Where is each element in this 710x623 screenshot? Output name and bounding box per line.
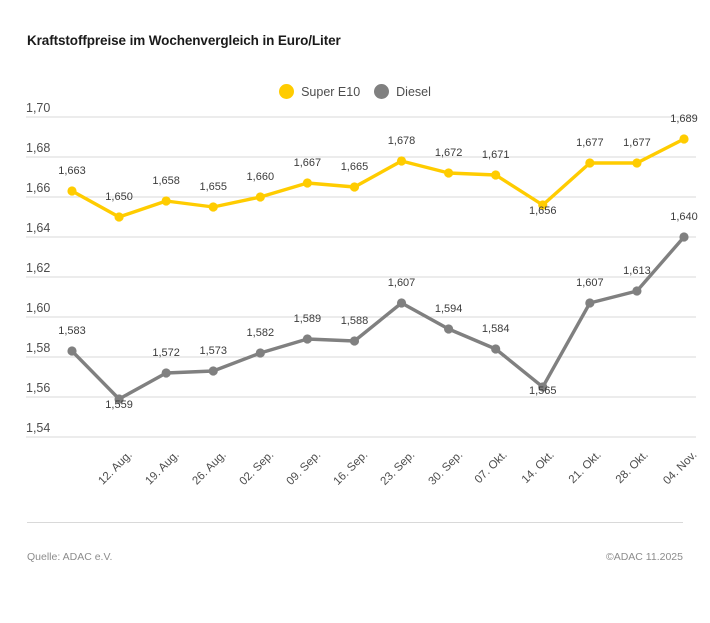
data-point-label-diesel: 1,607 [576, 277, 604, 289]
data-point-diesel[interactable] [585, 298, 595, 308]
y-axis-tick-label: 1,62 [26, 261, 51, 275]
data-point-super-e10[interactable] [491, 170, 501, 180]
data-point-label-diesel: 1,583 [58, 325, 86, 337]
series-line-super-e10 [70, 137, 686, 219]
data-point-label-diesel: 1,572 [152, 347, 180, 359]
source-note: Quelle: ADAC e.V. [27, 551, 113, 563]
data-point-label-diesel: 1,582 [246, 327, 275, 339]
data-point-diesel[interactable] [161, 368, 171, 378]
page-title: Kraftstoffpreise im Wochenvergleich in E… [27, 33, 341, 48]
data-point-super-e10[interactable] [208, 202, 218, 212]
y-axis-tick-label: 1,58 [26, 341, 51, 355]
data-point-label-super-e10: 1,656 [529, 205, 557, 217]
data-point-super-e10[interactable] [349, 182, 360, 192]
y-axis-tick-label: 1,64 [26, 221, 51, 235]
data-point-super-e10[interactable] [255, 192, 265, 202]
data-point-label-diesel: 1,594 [434, 303, 463, 315]
data-point-label-super-e10: 1,655 [199, 181, 227, 193]
data-point-label-super-e10: 1,677 [576, 137, 604, 149]
y-axis-tick-label: 1,56 [26, 381, 51, 395]
data-point-diesel[interactable] [114, 394, 124, 404]
y-axis-tick-label: 1,60 [26, 301, 51, 315]
data-point-label-super-e10: 1,689 [670, 113, 698, 125]
data-point-super-e10[interactable] [444, 168, 454, 178]
data-point-super-e10[interactable] [114, 212, 124, 222]
data-point-label-diesel: 1,640 [670, 211, 698, 223]
data-point-super-e10[interactable] [161, 196, 171, 206]
data-point-diesel[interactable] [632, 286, 642, 296]
data-point-super-e10[interactable] [679, 134, 689, 144]
data-point-label-super-e10: 1,677 [623, 137, 651, 149]
data-point-label-diesel: 1,589 [293, 313, 322, 325]
data-point-diesel[interactable] [491, 344, 501, 354]
footer-divider [27, 522, 683, 523]
data-point-diesel[interactable] [67, 346, 77, 356]
data-point-label-super-e10: 1,672 [434, 147, 463, 159]
data-point-super-e10[interactable] [396, 156, 407, 166]
data-point-diesel[interactable] [444, 324, 454, 334]
data-point-super-e10[interactable] [585, 158, 595, 168]
data-point-diesel[interactable] [679, 232, 689, 242]
data-point-diesel[interactable] [538, 382, 548, 392]
data-point-label-super-e10: 1,667 [293, 157, 322, 169]
data-point-label-diesel: 1,559 [105, 399, 133, 411]
y-axis-tick-label: 1,66 [26, 181, 51, 195]
data-point-label-diesel: 1,613 [623, 265, 651, 277]
data-point-diesel[interactable] [349, 336, 360, 346]
data-point-label-diesel: 1,573 [199, 345, 227, 357]
y-axis-tick-label: 1,70 [26, 101, 51, 115]
data-point-label-diesel: 1,565 [529, 385, 557, 397]
y-axis-tick-label: 1,68 [26, 141, 51, 155]
copyright-note: ©ADAC 11.2025 [605, 551, 683, 563]
data-point-label-diesel: 1,588 [340, 315, 369, 327]
data-point-diesel[interactable] [396, 298, 407, 308]
data-point-label-super-e10: 1,665 [340, 161, 369, 173]
data-point-label-diesel: 1,584 [481, 323, 510, 335]
data-point-diesel[interactable] [255, 348, 265, 358]
data-point-super-e10[interactable] [302, 178, 312, 188]
data-point-diesel[interactable] [208, 366, 218, 376]
data-point-super-e10[interactable] [632, 158, 642, 168]
data-point-super-e10[interactable] [538, 200, 548, 210]
data-point-label-super-e10: 1,671 [481, 149, 510, 161]
data-point-label-super-e10: 1,658 [152, 175, 180, 187]
data-point-label-super-e10: 1,663 [58, 165, 86, 177]
data-point-diesel[interactable] [302, 334, 312, 344]
data-point-label-super-e10: 1,650 [105, 191, 133, 203]
data-point-label-super-e10: 1,660 [246, 171, 275, 183]
series-line-diesel [70, 235, 686, 401]
data-point-label-diesel: 1,607 [387, 277, 416, 289]
y-axis-tick-label: 1,54 [26, 421, 51, 435]
data-point-super-e10[interactable] [67, 186, 77, 196]
data-point-label-super-e10: 1,678 [387, 135, 416, 147]
